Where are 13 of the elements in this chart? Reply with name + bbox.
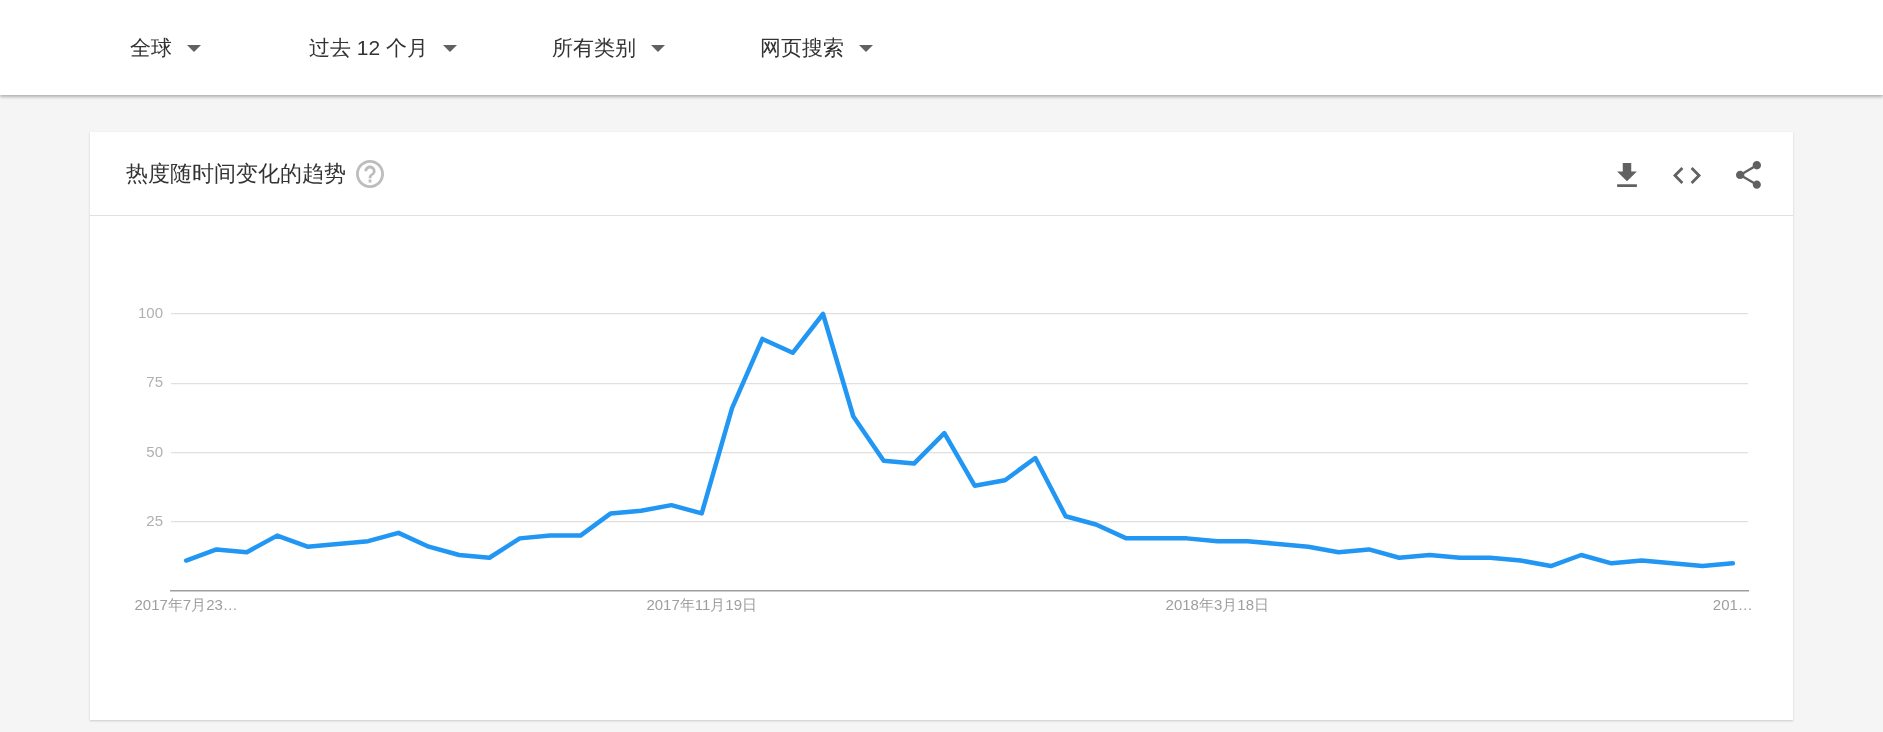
text: 网页搜索: [760, 35, 844, 61]
x-tick-label: 2018年3月18日: [1165, 596, 1269, 614]
y-tick-label: 50: [146, 442, 163, 460]
y-tick-label: 100: [137, 304, 163, 322]
x-tick-label: 201…: [1712, 596, 1753, 614]
text: 所有类别: [552, 35, 636, 61]
text: 全球: [130, 35, 172, 61]
text: 过去 12 个月: [309, 35, 429, 61]
y-tick-label: 25: [146, 511, 163, 529]
chart-title: 热度随时间变化的趋势: [126, 161, 346, 187]
x-tick-label: 2017年11月19日: [646, 596, 758, 614]
x-tick-label: 2017年7月23…: [134, 596, 238, 614]
y-tick-label: 75: [146, 373, 163, 391]
